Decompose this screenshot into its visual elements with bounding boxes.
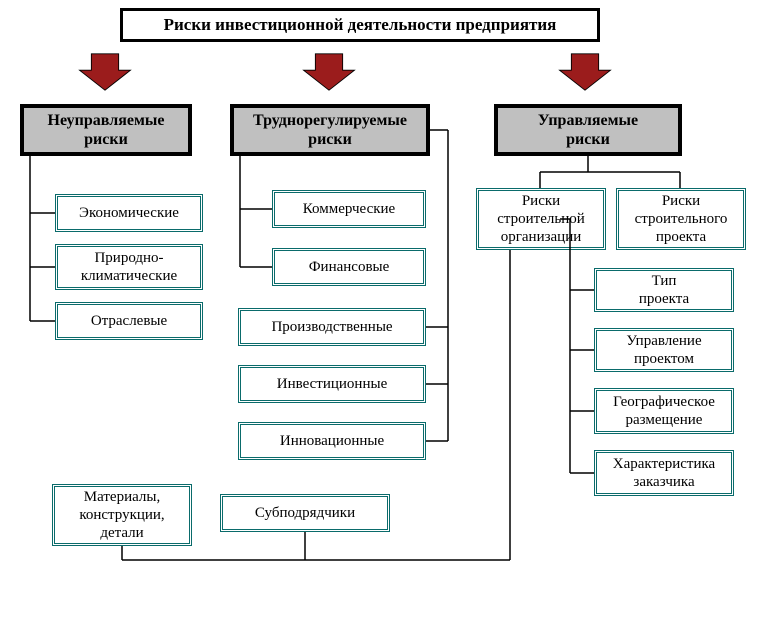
item-proj-geo: Географическое размещение bbox=[594, 388, 734, 434]
item-industry: Отраслевые bbox=[55, 302, 203, 340]
item-label: Производственные bbox=[271, 318, 392, 336]
item-label: Материалы, конструкции, детали bbox=[79, 488, 164, 542]
item-org-risks: Риски строительной организации bbox=[476, 188, 606, 250]
item-commercial: Коммерческие bbox=[272, 190, 426, 228]
item-label: Инвестиционные bbox=[277, 375, 387, 393]
item-label: Тип проекта bbox=[639, 272, 689, 308]
item-label: Природно- климатические bbox=[81, 249, 177, 285]
item-proj-mgmt: Управление проектом bbox=[594, 328, 734, 372]
item-label: Финансовые bbox=[309, 258, 390, 276]
item-label: Экономические bbox=[79, 204, 179, 222]
category-difficult: Труднорегулируемые риски bbox=[230, 104, 430, 156]
item-label: Субподрядчики bbox=[255, 504, 355, 522]
item-label: Географическое размещение bbox=[613, 393, 715, 429]
item-investment: Инвестиционные bbox=[238, 365, 426, 403]
item-label: Инновационные bbox=[280, 432, 384, 450]
item-proj-client: Характеристика заказчика bbox=[594, 450, 734, 496]
item-label: Риски строительного проекта bbox=[635, 192, 728, 246]
item-label: Коммерческие bbox=[303, 200, 395, 218]
item-proj-type: Тип проекта bbox=[594, 268, 734, 312]
item-materials: Материалы, конструкции, детали bbox=[52, 484, 192, 546]
diagram-title: Риски инвестиционной деятельности предпр… bbox=[120, 8, 600, 42]
item-label: Управление проектом bbox=[626, 332, 701, 368]
arrow-down-3 bbox=[555, 52, 615, 92]
item-production: Производственные bbox=[238, 308, 426, 346]
item-label: Характеристика заказчика bbox=[613, 455, 715, 491]
arrow-down-2 bbox=[299, 52, 359, 92]
item-financial: Финансовые bbox=[272, 248, 426, 286]
category-label: Управляемые риски bbox=[538, 111, 638, 149]
category-label: Труднорегулируемые риски bbox=[253, 111, 407, 149]
item-innovation: Инновационные bbox=[238, 422, 426, 460]
item-label: Отраслевые bbox=[91, 312, 167, 330]
item-climate: Природно- климатические bbox=[55, 244, 203, 290]
title-text: Риски инвестиционной деятельности предпр… bbox=[164, 15, 557, 35]
item-subcontractors: Субподрядчики bbox=[220, 494, 390, 532]
item-project-risks: Риски строительного проекта bbox=[616, 188, 746, 250]
item-economic: Экономические bbox=[55, 194, 203, 232]
arrow-down-1 bbox=[75, 52, 135, 92]
category-label: Неуправляемые риски bbox=[48, 111, 165, 149]
item-label: Риски строительной организации bbox=[497, 192, 585, 246]
category-managed: Управляемые риски bbox=[494, 104, 682, 156]
category-unmanaged: Неуправляемые риски bbox=[20, 104, 192, 156]
